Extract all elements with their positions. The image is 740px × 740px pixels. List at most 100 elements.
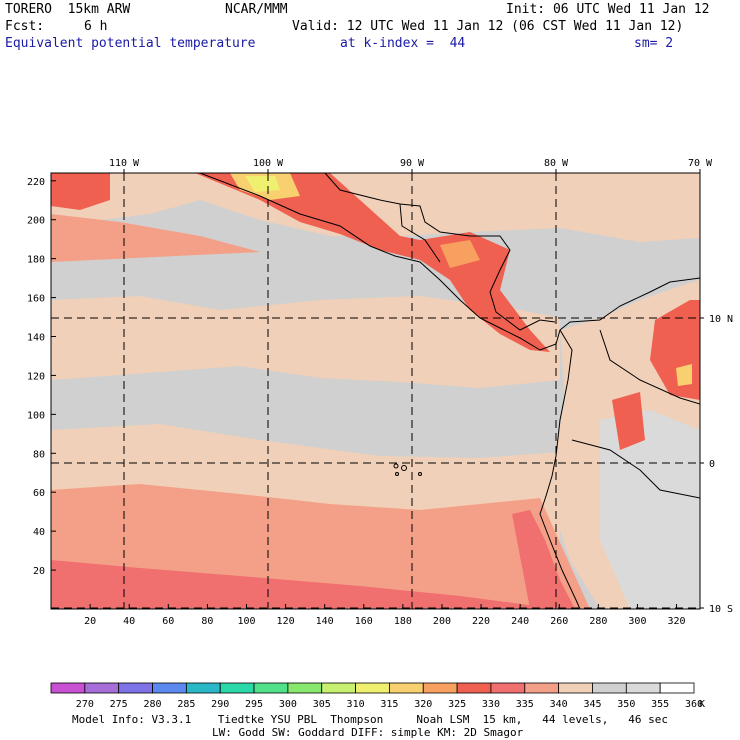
colorbar-label: 330 bbox=[482, 699, 500, 710]
shade-330-central-america bbox=[195, 173, 550, 352]
longitude-labels: 110 W 100 W 90 W 80 W 70 W bbox=[109, 158, 713, 173]
colorbar-swatch bbox=[253, 682, 289, 694]
x-tick-label: 60 bbox=[162, 616, 174, 627]
colorbar-label: 270 bbox=[76, 699, 94, 710]
shade-335-peru bbox=[512, 510, 575, 609]
colorbar-label: 305 bbox=[313, 699, 331, 710]
y-tick-label: 140 bbox=[27, 333, 45, 344]
physics-info-line: LW: Godd SW: Goddard DIFF: simple KM: 2D… bbox=[212, 726, 524, 739]
caribbean-coast-south-america bbox=[599, 277, 700, 321]
x-tick-label: 320 bbox=[668, 616, 686, 627]
x-axis: 20 40 60 80 100 120 140 160 180 200 220 240 260 280 30… bbox=[84, 604, 686, 627]
lon-label: 80 W bbox=[544, 158, 569, 169]
y-tick-label: 80 bbox=[33, 449, 45, 460]
y-axis: 20 40 60 80 100 120 140 160 180 200 220 bbox=[27, 177, 56, 577]
colorbar-swatch bbox=[592, 682, 627, 694]
lon-label: 110 W bbox=[109, 158, 140, 169]
x-tick-label: 240 bbox=[511, 616, 529, 627]
colorbar-label: 285 bbox=[177, 699, 195, 710]
colombia-venezuela-border bbox=[599, 329, 700, 405]
x-tick-label: 180 bbox=[394, 616, 412, 627]
lon-label: 100 W bbox=[253, 158, 284, 169]
x-tick-label: 260 bbox=[550, 616, 568, 627]
x-tick-label: 160 bbox=[355, 616, 373, 627]
colorbar-swatch bbox=[659, 682, 695, 694]
colorbar-swatch bbox=[422, 682, 458, 694]
colorbar-swatch bbox=[625, 682, 661, 694]
latitude-labels: 10 N 0 10 S bbox=[700, 314, 733, 615]
galapagos-island-1 bbox=[393, 463, 399, 469]
model-title: TORERO 15km ARW bbox=[5, 2, 131, 17]
colorbar-label: 280 bbox=[143, 699, 161, 710]
colorbar-label: 340 bbox=[550, 699, 568, 710]
colorbar-swatch bbox=[389, 682, 424, 694]
colorbar-label: 335 bbox=[516, 699, 534, 710]
shade-325-honduras bbox=[440, 240, 480, 268]
pacific-coast-central-america bbox=[199, 173, 601, 351]
colorbar-swatch bbox=[287, 682, 323, 694]
colorbar-label: 300 bbox=[279, 699, 297, 710]
lat-label: 0 bbox=[709, 459, 715, 470]
shade-345-mid bbox=[51, 296, 560, 388]
colorbar-swatch bbox=[456, 682, 492, 694]
shade-335-south bbox=[51, 560, 560, 609]
x-tick-label: 100 bbox=[237, 616, 255, 627]
shade-345-north bbox=[51, 173, 700, 242]
shade-315-mexico bbox=[245, 176, 280, 192]
colorbar-swatch bbox=[185, 682, 221, 694]
ecuador-peru-border bbox=[571, 439, 700, 499]
colorbar-swatch bbox=[355, 682, 390, 694]
shade-340-north bbox=[51, 214, 260, 262]
shade-330-colombia bbox=[612, 392, 645, 450]
coastlines bbox=[199, 173, 700, 609]
x-tick-label: 80 bbox=[201, 616, 213, 627]
model-info-line: Model Info: V3.3.1 Tiedtke YSU PBL Thomp… bbox=[72, 713, 669, 726]
galapagos-island-4 bbox=[418, 472, 422, 476]
colorbar-label: 345 bbox=[583, 699, 601, 710]
lat-lon-grid bbox=[51, 173, 700, 609]
y-tick-label: 180 bbox=[27, 255, 45, 266]
colorbar-label: 325 bbox=[448, 699, 466, 710]
colorbar-swatch bbox=[490, 682, 526, 694]
field-shading bbox=[51, 173, 700, 609]
y-tick-label: 200 bbox=[27, 216, 45, 227]
colorbar-label: 355 bbox=[651, 699, 669, 710]
colorbar-swatch bbox=[50, 682, 86, 694]
colorbar-swatch bbox=[152, 682, 187, 694]
level-info: at k-index = 44 bbox=[340, 36, 466, 51]
field-name: Equivalent potential temperature bbox=[5, 36, 256, 51]
colorbar-label: 290 bbox=[211, 699, 229, 710]
lat-label: 10 N bbox=[709, 314, 733, 325]
colorbar-label: 320 bbox=[414, 699, 432, 710]
x-tick-label: 280 bbox=[589, 616, 607, 627]
x-tick-label: 20 bbox=[84, 616, 96, 627]
forecast-hour: 6 h bbox=[84, 19, 108, 34]
colorbar-swatch bbox=[524, 682, 560, 694]
x-tick-label: 40 bbox=[123, 616, 135, 627]
lat-label: 10 S bbox=[709, 604, 733, 615]
y-tick-label: 220 bbox=[27, 177, 45, 188]
galapagos-island-2 bbox=[401, 465, 407, 471]
y-tick-label: 20 bbox=[33, 566, 45, 577]
shade-320-andes bbox=[676, 364, 692, 386]
x-tick-label: 140 bbox=[316, 616, 334, 627]
valid-time: Valid: 12 UTC Wed 11 Jan 12 (06 CST Wed … bbox=[292, 19, 684, 34]
shade-330-nw bbox=[51, 173, 110, 210]
x-tick-label: 300 bbox=[628, 616, 646, 627]
y-tick-label: 160 bbox=[27, 294, 45, 305]
y-tick-label: 100 bbox=[27, 410, 45, 421]
colorbar: 270 275 280 285 290 295 300 305 310 315 320 325 330 3… bbox=[50, 682, 705, 710]
colorbar-swatch bbox=[321, 682, 356, 694]
organization: NCAR/MMM bbox=[225, 2, 288, 17]
smoothing-info: sm= 2 bbox=[634, 36, 674, 51]
lon-label: 70 W bbox=[688, 158, 713, 169]
forecast-label: Fcst: bbox=[5, 19, 45, 34]
colorbar-label: 275 bbox=[110, 699, 128, 710]
galapagos-island-3 bbox=[395, 472, 399, 476]
init-time: Init: 06 UTC Wed 11 Jan 12 bbox=[506, 2, 710, 17]
colorbar-swatch bbox=[84, 682, 120, 694]
y-tick-label: 60 bbox=[33, 488, 45, 499]
y-tick-label: 40 bbox=[33, 527, 45, 538]
lon-label: 90 W bbox=[400, 158, 425, 169]
